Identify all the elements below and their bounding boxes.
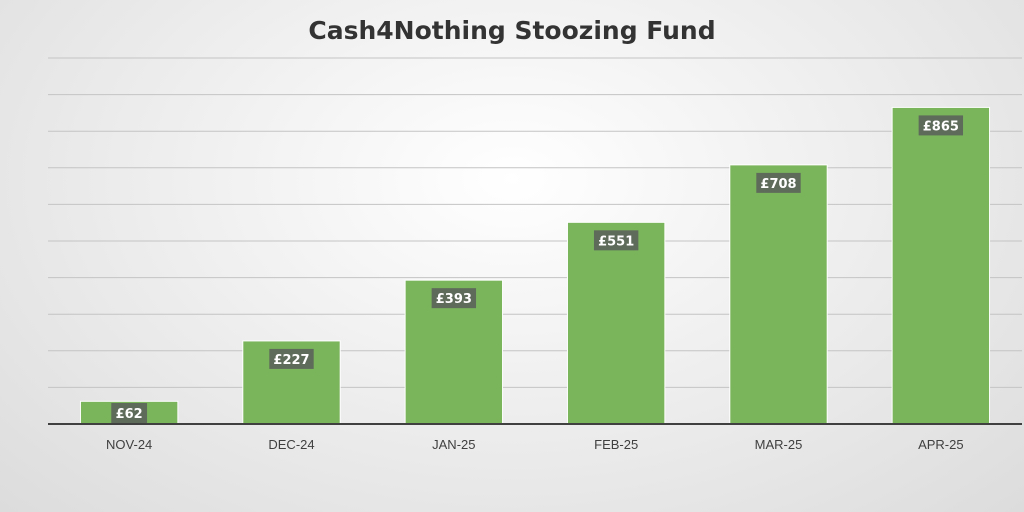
data-label-box: [756, 172, 801, 193]
x-tick-label-nov-24: NOV-24: [106, 437, 152, 452]
x-axis-tick-labels: NOV-24 DEC-24 JAN-25 FEB-25 MAR-25 APR-25: [106, 437, 964, 452]
bar-mar-25: [729, 164, 828, 425]
data-label-box: [593, 230, 639, 251]
data-label-mar-25: £708: [756, 172, 801, 193]
data-label-text: £393: [436, 292, 472, 307]
data-label-feb-25: £551: [593, 230, 639, 251]
data-label-text: £227: [273, 353, 309, 368]
data-labels: £62 £227 £393 £551 £708 £865: [111, 115, 964, 423]
gridlines: [48, 57, 1022, 388]
x-tick-label-dec-24: DEC-24: [268, 437, 314, 452]
data-label-text: £551: [598, 234, 634, 249]
data-label-box: [431, 288, 477, 309]
bar-feb-25: [566, 221, 666, 425]
data-label-apr-25: £865: [918, 115, 964, 136]
x-tick-label-jan-25: JAN-25: [432, 437, 475, 452]
data-label-box: [269, 348, 314, 369]
data-label-text: £62: [116, 407, 143, 422]
bar-apr-25: [891, 106, 991, 425]
data-label-jan-25: £393: [431, 288, 477, 309]
data-label-text: £708: [760, 177, 796, 192]
data-label-nov-24: £62: [111, 403, 148, 423]
data-label-box: [918, 115, 964, 136]
chart-title: Cash4Nothing Stoozing Fund: [308, 16, 716, 45]
x-tick-label-mar-25: MAR-25: [755, 437, 803, 452]
data-label-box: [111, 403, 148, 423]
data-label-dec-24: £227: [269, 348, 314, 369]
x-tick-label-feb-25: FEB-25: [594, 437, 638, 452]
x-tick-label-apr-25: APR-25: [918, 437, 964, 452]
data-label-text: £865: [923, 119, 959, 134]
bars: [79, 106, 991, 425]
